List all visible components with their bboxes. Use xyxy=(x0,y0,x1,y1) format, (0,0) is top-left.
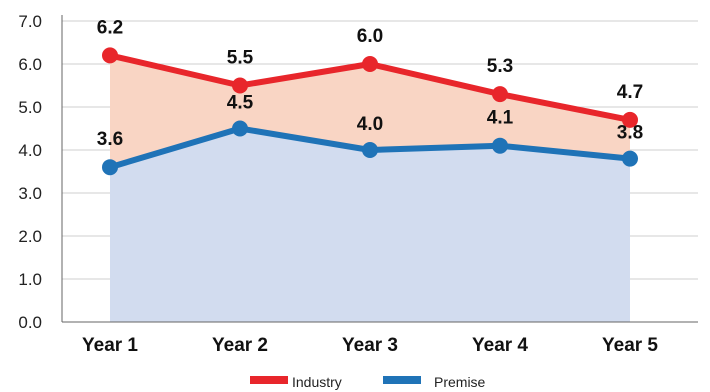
premise-data-label: 3.6 xyxy=(97,129,123,150)
x-tick-label: Year 3 xyxy=(342,335,398,356)
industry-point xyxy=(362,56,378,72)
y-tick-label: 2.0 xyxy=(18,227,42,246)
y-tick-label: 7.0 xyxy=(18,12,42,31)
industry-point xyxy=(622,111,638,128)
y-tick-label: 4.0 xyxy=(18,141,42,160)
axes: 0.0 1.0 2.0 3.0 4.0 5.0 6.0 7.0 Year 1 Year 2 Year… xyxy=(18,12,698,356)
legend-item-industry: Industry xyxy=(250,374,342,390)
legend-label-industry: Industry xyxy=(292,374,342,390)
industry-data-label: 4.7 xyxy=(617,82,643,103)
industry-point xyxy=(232,77,248,94)
legend-label-premise: Premise xyxy=(434,374,486,390)
premise-point xyxy=(622,150,638,167)
legend-swatch-premise xyxy=(383,376,421,384)
premise-area xyxy=(110,128,630,322)
y-tick-label: 5.0 xyxy=(18,98,42,117)
y-tick-label: 1.0 xyxy=(18,270,42,289)
x-tick-label: Year 1 xyxy=(82,335,138,356)
premise-data-label: 4.0 xyxy=(357,114,383,135)
industry-point xyxy=(102,47,118,64)
x-tick-label: Year 2 xyxy=(212,335,268,356)
premise-data-label: 4.1 xyxy=(487,108,514,129)
premise-data-label: 4.5 xyxy=(227,93,254,114)
premise-point xyxy=(102,159,118,176)
premise-point xyxy=(492,137,508,154)
y-tick-label: 3.0 xyxy=(18,184,42,203)
industry-data-label: 5.3 xyxy=(487,56,513,77)
premise-point xyxy=(362,142,378,158)
premise-point xyxy=(232,120,248,137)
data-labels: 6.2 5.5 6.0 5.3 4.7 3.6 4.5 4.0 4.1 3.8 xyxy=(97,17,643,150)
y-tick-label: 0.0 xyxy=(18,313,42,332)
area-fills xyxy=(110,55,630,322)
series-lines xyxy=(102,47,638,176)
industry-point xyxy=(492,86,508,103)
legend-swatch-industry xyxy=(250,376,288,384)
premise-data-label: 3.8 xyxy=(617,123,643,144)
legend-item-premise: Premise xyxy=(383,374,486,390)
x-tick-label: Year 4 xyxy=(472,335,528,356)
industry-data-label: 6.0 xyxy=(357,26,383,47)
legend: Industry Premise xyxy=(250,374,486,390)
y-tick-label: 6.0 xyxy=(18,55,42,74)
x-tick-label: Year 5 xyxy=(602,335,658,356)
industry-data-label: 6.2 xyxy=(97,17,123,38)
industry-data-label: 5.5 xyxy=(227,48,254,69)
